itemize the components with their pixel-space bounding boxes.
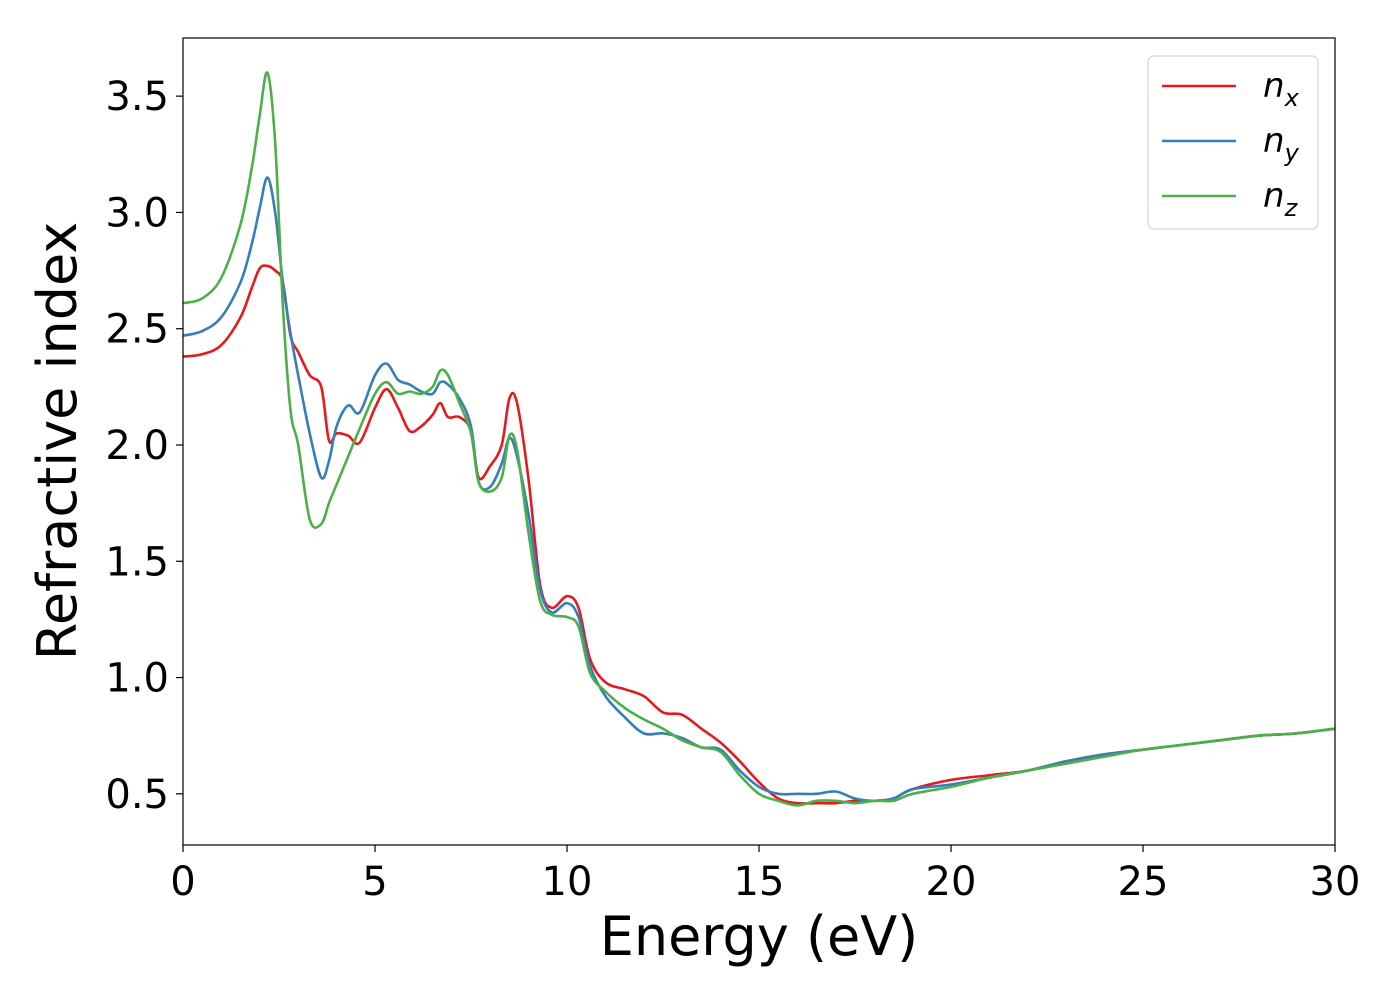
series-layer xyxy=(183,71,1335,807)
y-axis-title: Refractive index xyxy=(26,222,89,661)
x-tick-label: 30 xyxy=(1310,859,1361,905)
x-tick-label: 20 xyxy=(926,859,977,905)
x-tick-label: 0 xyxy=(170,859,195,905)
y-tick-label: 1.0 xyxy=(105,656,169,702)
y-tick-label: 3.5 xyxy=(105,74,169,120)
y-tick-label: 0.5 xyxy=(105,772,169,818)
y-tick-label: 1.5 xyxy=(105,539,169,585)
y-tick-label: 2.0 xyxy=(105,423,169,469)
x-tick-label: 25 xyxy=(1118,859,1169,905)
legend-label-nz: nz xyxy=(1263,176,1299,222)
x-tick-label: 10 xyxy=(542,859,593,905)
x-tick-label: 5 xyxy=(362,859,387,905)
y-tick-label: 3.0 xyxy=(105,190,169,236)
x-axis-ticks: 0 5 10 15 20 25 30 xyxy=(170,845,1360,905)
y-tick-label: 2.5 xyxy=(105,307,169,353)
x-tick-label: 15 xyxy=(734,859,785,905)
series-line-ny xyxy=(183,176,1335,803)
series-line-nz xyxy=(183,71,1335,807)
x-axis-title: Energy (eV) xyxy=(600,905,919,968)
series-line-nx xyxy=(183,264,1335,805)
y-axis-ticks: 0.5 1.0 1.5 2.0 2.5 3.0 3.5 xyxy=(105,74,183,818)
legend-box xyxy=(1147,55,1319,230)
